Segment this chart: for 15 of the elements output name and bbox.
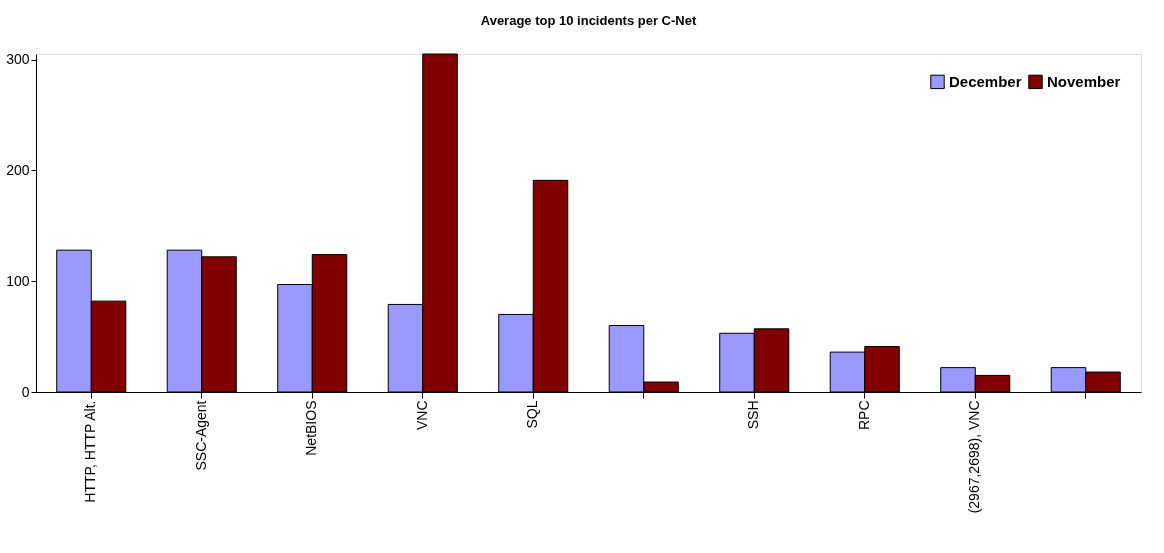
x-tick-label: VNC: [413, 400, 430, 431]
x-tick-label: SSH: [745, 400, 762, 430]
y-tick-label: 100: [6, 272, 30, 289]
chart-title: Average top 10 incidents per C-Net: [480, 12, 697, 28]
x-tick-label: HTTP, HTTP Alt.: [82, 400, 99, 503]
y-tick-label: 200: [6, 161, 30, 178]
x-tick-label: SQL: [524, 400, 541, 429]
y-tick-label: 300: [6, 51, 30, 68]
y-tick-label: 0: [21, 383, 30, 400]
x-tick-label: NetBIOS: [303, 400, 320, 456]
legend-label: November: [1047, 72, 1121, 90]
legend-label: December: [949, 72, 1022, 90]
x-tick-label: RPC: [855, 400, 872, 431]
x-tick-label: (2967,2698), VNC: [966, 400, 983, 514]
x-tick-label: SSC-Agent: [192, 400, 209, 471]
